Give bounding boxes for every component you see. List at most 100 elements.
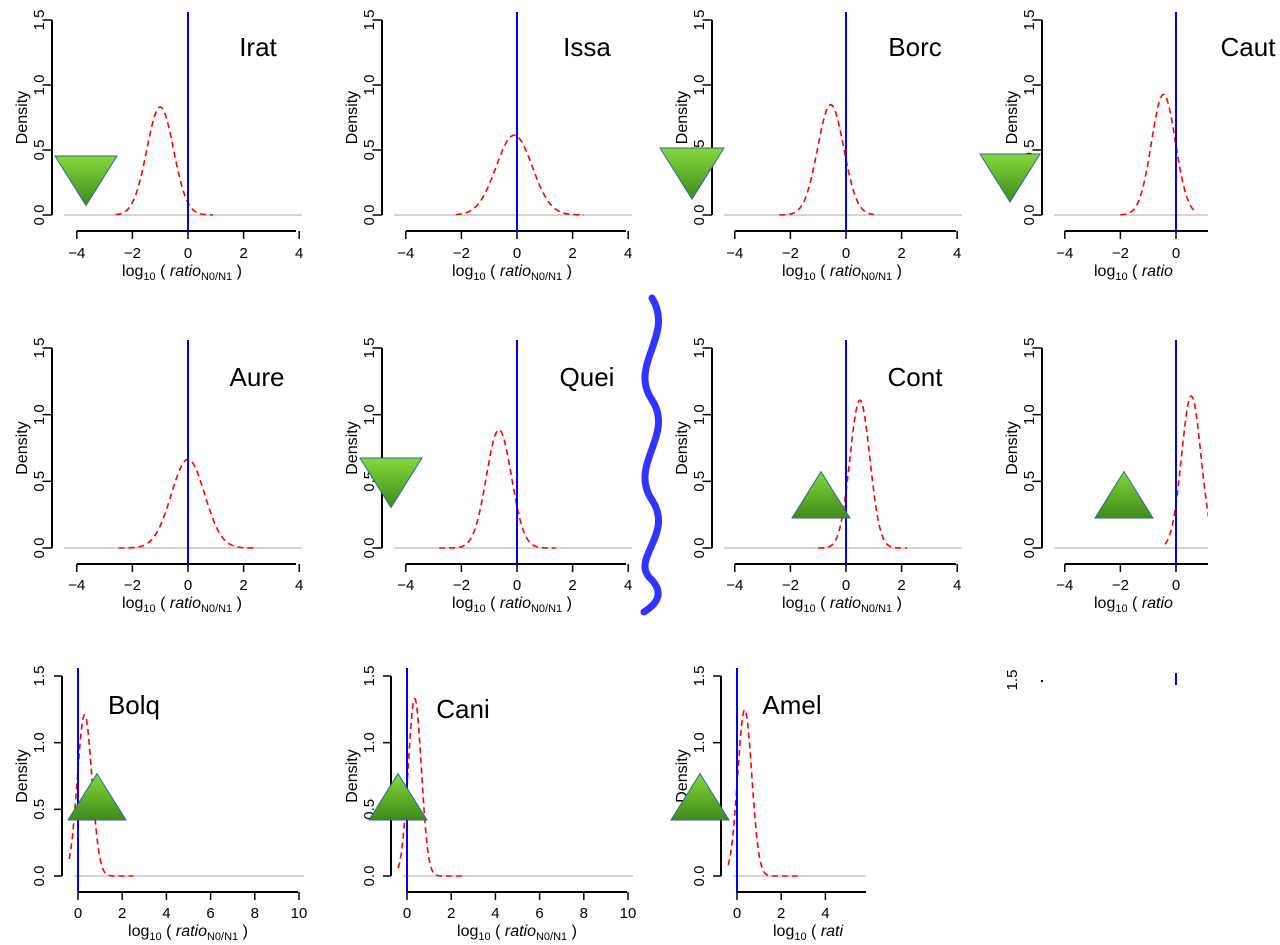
y-tick-label: 1.5 xyxy=(691,666,708,687)
x-tick-label: 0 xyxy=(842,245,850,262)
panel-title: Irat xyxy=(239,32,277,62)
x-tick-label: −2 xyxy=(124,245,141,262)
y-tick-label: 0.0 xyxy=(361,866,378,887)
x-tick-label: −2 xyxy=(1112,245,1129,262)
x-tick-label: 10 xyxy=(291,905,308,922)
y-axis-title: Density xyxy=(14,749,31,802)
down-triangle-marker xyxy=(54,155,118,207)
y-axis-title: Density xyxy=(14,421,31,474)
y-tick-label: 1.5 xyxy=(691,338,708,359)
up-triangle-marker xyxy=(1094,470,1154,519)
x-tick-label: −2 xyxy=(782,577,799,594)
x-axis-title: log10 ( ratio xyxy=(1094,595,1173,615)
density-panel: −4 −2 0 2 4 log10 ( ratioN0/N1 ) Issa 0.0 0.5 1.0… xyxy=(344,10,632,283)
x-tick-label: 0 xyxy=(1172,245,1180,262)
y-axis-title: Density xyxy=(674,91,691,144)
x-tick-label: 0 xyxy=(513,577,521,594)
y-tick-label: 1.5 xyxy=(361,666,378,687)
x-tick-label: 2 xyxy=(239,577,247,594)
x-tick-label: 0 xyxy=(842,577,850,594)
x-tick-label: −2 xyxy=(124,577,141,594)
y-tick-label: 1.5 xyxy=(691,10,708,31)
up-triangle-marker xyxy=(368,772,428,821)
x-tick-label: 2 xyxy=(239,245,247,262)
y-axis-title: Density xyxy=(1004,421,1021,474)
y-tick-label: 0.5 xyxy=(31,471,48,492)
x-axis-title: log10 ( ratioN0/N1 ) xyxy=(782,595,902,615)
x-tick-label: −4 xyxy=(397,577,414,594)
x-tick-label: 0 xyxy=(1172,577,1180,594)
y-tick-label: 1.5 xyxy=(31,10,48,31)
y-tick-label: 1.0 xyxy=(31,404,48,425)
panel-title: Aure xyxy=(230,362,285,392)
x-tick-label: 2 xyxy=(897,577,905,594)
x-axis-title: log10 ( ratioN0/N1 ) xyxy=(782,263,902,283)
x-tick-label: −4 xyxy=(68,577,85,594)
y-axis-title: Density xyxy=(14,91,31,144)
x-tick-label: 4 xyxy=(624,577,632,594)
density-curve xyxy=(397,697,463,877)
x-axis-title: log10 ( ratioN0/N1 ) xyxy=(128,923,248,943)
y-tick-label: 1.5 xyxy=(361,338,378,359)
y-tick-label: 0.0 xyxy=(1021,538,1038,559)
x-tick-label: 4 xyxy=(491,905,499,922)
x-tick-label: 8 xyxy=(580,905,588,922)
x-tick-label: −4 xyxy=(397,245,414,262)
down-triangle-marker xyxy=(659,147,725,201)
density-curve xyxy=(779,103,874,216)
y-tick-label: 0.0 xyxy=(31,538,48,559)
y-tick-label: 1.5 xyxy=(361,10,378,31)
x-tick-label: −2 xyxy=(1112,577,1129,594)
y-tick-label: 0.0 xyxy=(31,205,48,226)
x-tick-label: 4 xyxy=(953,245,961,262)
x-tick-label: −4 xyxy=(726,577,743,594)
y-tick-label: 1.0 xyxy=(691,732,708,753)
x-tick-label: 4 xyxy=(953,577,961,594)
y-tick-label: 0.5 xyxy=(31,140,48,161)
panel-title: Cani xyxy=(436,694,489,724)
y-tick-label: 1.5 xyxy=(1021,10,1038,31)
x-tick-label: 6 xyxy=(535,905,543,922)
y-axis-title: Density xyxy=(344,749,361,802)
y-tick-label: 1.0 xyxy=(31,75,48,96)
y-axis-title: Density xyxy=(674,421,691,474)
x-tick-label: −2 xyxy=(453,245,470,262)
x-axis-title: log10 ( ratioN0/N1 ) xyxy=(452,595,572,615)
panel-title: Bolq xyxy=(108,690,160,720)
y-axis-title: Density xyxy=(344,421,361,474)
x-tick-label: 4 xyxy=(295,245,303,262)
x-tick-label: −4 xyxy=(1056,577,1073,594)
y-axis-title: Density xyxy=(1004,91,1021,144)
y-tick-label: 1.0 xyxy=(691,75,708,96)
y-tick-label: 1.0 xyxy=(361,75,378,96)
y-tick-label: 1.0 xyxy=(361,404,378,425)
x-tick-label: 6 xyxy=(206,905,214,922)
density-panel: −4 −2 0 2 4 log10 ( ratioN0/N1 ) Cont 0.0 0.5 1.0… xyxy=(674,338,962,615)
x-axis-title: log10 ( ratio xyxy=(1094,263,1173,283)
x-tick-label: 0 xyxy=(184,245,192,262)
x-tick-label: −4 xyxy=(726,245,743,262)
x-tick-label: 8 xyxy=(251,905,259,922)
x-tick-label: 4 xyxy=(624,245,632,262)
wavy-separator xyxy=(640,294,662,616)
y-tick-label: 0.0 xyxy=(691,205,708,226)
y-tick-label: 0.0 xyxy=(691,538,708,559)
x-tick-label: 0 xyxy=(74,905,82,922)
density-panel: 0 2 4 6 8 10 log10 ( ratioN0/N1 ) Bolq 0.0 0.5 1.0… xyxy=(14,666,307,943)
density-curve xyxy=(439,429,556,549)
y-tick-label: 1.0 xyxy=(691,404,708,425)
density-curve xyxy=(1164,395,1208,545)
y-tick-label: 0.5 xyxy=(691,471,708,492)
x-axis-title: log10 ( ratioN0/N1 ) xyxy=(122,263,242,283)
y-axis-title: Density xyxy=(674,749,691,802)
partial-panel-stub: 1.5 xyxy=(1004,670,1177,690)
y-tick-label: 1.5 xyxy=(31,338,48,359)
x-tick-label: −2 xyxy=(453,577,470,594)
panel-title: Cont xyxy=(888,362,944,392)
x-tick-label: 2 xyxy=(118,905,126,922)
x-tick-label: 0 xyxy=(403,905,411,922)
density-curve xyxy=(68,713,134,877)
